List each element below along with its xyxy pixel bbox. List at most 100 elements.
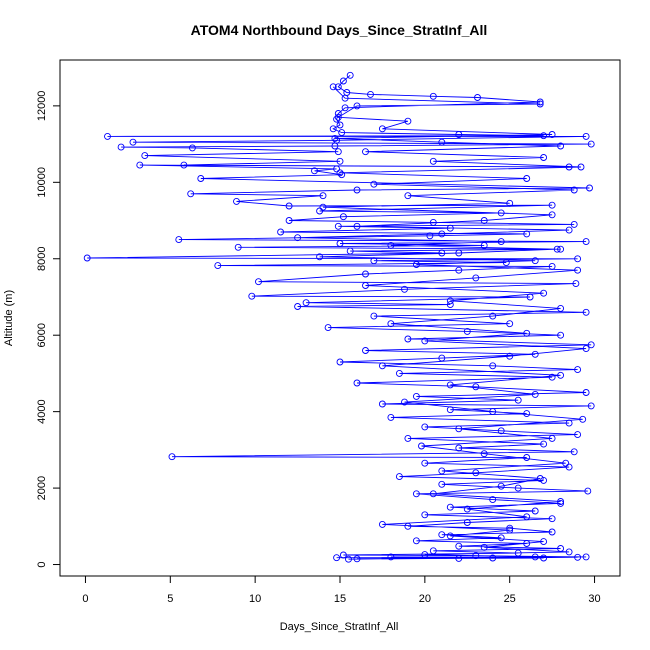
data-point bbox=[523, 454, 531, 461]
plot-marks bbox=[83, 71, 595, 563]
data-point bbox=[586, 184, 593, 192]
data-point bbox=[570, 186, 578, 194]
data-point bbox=[523, 410, 531, 418]
data-point bbox=[579, 415, 587, 423]
data-point bbox=[489, 362, 497, 370]
data-point bbox=[395, 369, 403, 377]
data-point bbox=[353, 555, 361, 563]
x-tick-label: 15 bbox=[334, 593, 346, 605]
data-point bbox=[421, 551, 429, 559]
data-point bbox=[168, 453, 176, 461]
data-point bbox=[497, 534, 505, 542]
x-tick-label: 30 bbox=[588, 593, 600, 605]
chart-title: ATOM4 Northbound Days_Since_StratInf_All bbox=[191, 22, 488, 38]
data-point bbox=[574, 266, 582, 274]
data-point bbox=[302, 299, 310, 307]
data-point bbox=[502, 259, 510, 267]
data-point bbox=[463, 327, 471, 335]
data-point bbox=[387, 241, 395, 249]
data-point bbox=[336, 169, 344, 177]
data-point bbox=[438, 138, 446, 146]
data-point bbox=[336, 358, 344, 366]
data-point bbox=[557, 545, 565, 552]
data-point bbox=[455, 266, 463, 274]
data-point bbox=[333, 554, 341, 562]
data-point bbox=[536, 98, 544, 106]
data-point bbox=[370, 180, 378, 188]
data-point bbox=[531, 507, 539, 515]
data-point bbox=[480, 217, 488, 224]
data-point bbox=[329, 125, 337, 133]
data-point bbox=[294, 303, 302, 310]
data-point bbox=[438, 249, 446, 257]
y-axis-label: Altitude (m) bbox=[3, 290, 15, 346]
data-point bbox=[514, 484, 522, 492]
data-point bbox=[362, 270, 369, 278]
data-point bbox=[523, 175, 531, 182]
y-tick-label: 8000 bbox=[36, 247, 48, 271]
data-point bbox=[404, 335, 412, 343]
data-point bbox=[336, 240, 344, 247]
data-point bbox=[455, 542, 463, 550]
data-point bbox=[540, 554, 548, 562]
data-point bbox=[338, 129, 346, 137]
data-point bbox=[387, 553, 395, 561]
data-point bbox=[421, 459, 429, 467]
data-point bbox=[334, 148, 342, 156]
data-point bbox=[180, 161, 188, 169]
data-point bbox=[324, 324, 332, 332]
data-point bbox=[319, 192, 327, 200]
data-point bbox=[489, 496, 497, 504]
data-point bbox=[540, 132, 548, 140]
y-axis: 0 2000 4000 6000 8000 10000 12000 bbox=[36, 91, 61, 568]
data-point bbox=[531, 553, 539, 561]
x-tick-label: 10 bbox=[249, 593, 261, 605]
x-tick-label: 20 bbox=[419, 593, 431, 605]
data-point bbox=[404, 434, 412, 442]
data-point bbox=[362, 148, 369, 156]
data-point bbox=[455, 554, 463, 562]
data-point bbox=[412, 537, 420, 545]
data-point bbox=[582, 238, 590, 246]
data-point bbox=[565, 226, 573, 234]
data-point bbox=[557, 371, 565, 379]
data-point bbox=[333, 115, 341, 123]
data-point bbox=[421, 337, 429, 345]
data-point bbox=[572, 280, 580, 288]
data-point bbox=[472, 383, 480, 391]
data-point bbox=[277, 228, 285, 236]
data-point bbox=[523, 230, 531, 238]
data-point bbox=[370, 312, 378, 320]
data-point bbox=[548, 131, 556, 138]
data-point bbox=[463, 519, 471, 526]
data-point bbox=[404, 192, 412, 200]
data-point bbox=[506, 199, 514, 207]
data-point bbox=[584, 487, 592, 495]
data-point bbox=[378, 520, 386, 528]
data-point bbox=[353, 102, 361, 110]
data-point bbox=[582, 345, 590, 353]
data-point bbox=[557, 304, 565, 312]
data-point bbox=[429, 218, 437, 226]
data-point bbox=[540, 154, 548, 161]
data-point bbox=[553, 245, 561, 253]
y-tick-label: 12000 bbox=[36, 91, 48, 122]
data-point bbox=[339, 551, 347, 559]
data-point bbox=[141, 152, 149, 160]
data-point bbox=[446, 406, 454, 414]
data-point bbox=[438, 467, 446, 475]
data-point bbox=[378, 400, 386, 408]
x-axis: 0 5 10 15 20 25 30 bbox=[82, 575, 601, 605]
data-point bbox=[329, 83, 337, 91]
data-point bbox=[562, 459, 570, 467]
data-point bbox=[421, 423, 429, 431]
data-point bbox=[255, 278, 262, 286]
x-tick-label: 5 bbox=[167, 593, 173, 605]
data-point bbox=[334, 222, 342, 230]
data-point bbox=[548, 528, 556, 536]
data-point bbox=[472, 274, 480, 282]
data-point bbox=[248, 292, 256, 300]
data-point bbox=[421, 511, 429, 519]
data-point bbox=[472, 552, 480, 560]
data-point bbox=[426, 232, 434, 240]
